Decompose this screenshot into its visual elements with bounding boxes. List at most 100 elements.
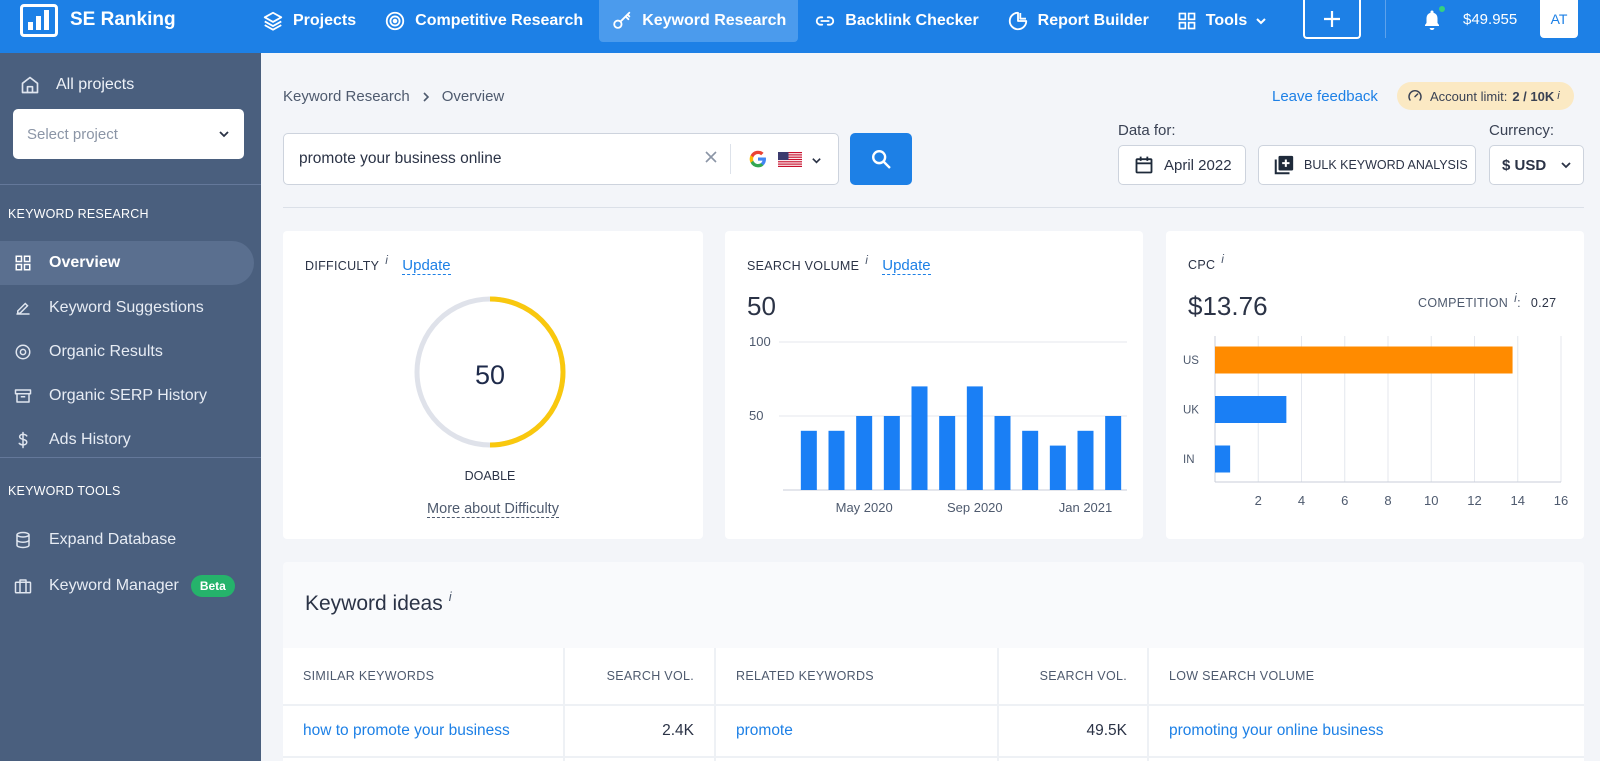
volume-bar[interactable]: [1022, 430, 1039, 490]
search-volume-value: 50: [747, 291, 776, 321]
nav-report-builder[interactable]: Report Builder: [995, 0, 1161, 42]
keyword-link[interactable]: how to promote your business: [283, 706, 563, 758]
volume-bar[interactable]: [800, 430, 817, 490]
all-projects-link[interactable]: All projects: [20, 75, 134, 95]
search-volume-update-link[interactable]: Update: [882, 257, 931, 275]
search-input[interactable]: promote your business online: [299, 150, 502, 167]
category-label: US: [1183, 355, 1199, 367]
info-icon[interactable]: i: [865, 253, 869, 267]
competition-label: COMPETITION: [1418, 296, 1509, 310]
search-volume-title-text: SEARCH VOLUME: [747, 259, 860, 273]
more-about-difficulty-link[interactable]: More about Difficulty: [283, 501, 703, 518]
select-project-placeholder: Select project: [27, 125, 118, 143]
nav-competitive-research-label: Competitive Research: [415, 12, 584, 29]
volume-bar[interactable]: [1077, 430, 1094, 490]
archive-icon: [14, 389, 32, 403]
volume-bar[interactable]: [966, 386, 983, 490]
currency-label: Currency:: [1489, 122, 1555, 139]
sidebar-item-expand-database[interactable]: Expand Database: [0, 518, 254, 562]
topbar-divider: [1385, 0, 1386, 38]
volume-bar[interactable]: [911, 386, 928, 490]
sidebar-item-keyword-suggestions[interactable]: Keyword Suggestions: [0, 286, 254, 330]
leave-feedback-link[interactable]: Leave feedback: [1272, 88, 1378, 105]
nav-backlink-checker-label: Backlink Checker: [845, 12, 979, 29]
date-picker-button[interactable]: April 2022: [1118, 145, 1246, 185]
notification-dot: [1438, 5, 1446, 13]
beta-badge: Beta: [190, 575, 235, 597]
info-icon[interactable]: i: [1514, 291, 1518, 305]
nav-competitive-research[interactable]: Competitive Research: [372, 0, 595, 42]
calendar-icon: [1135, 156, 1153, 174]
keyword-ideas-table: SIMILAR KEYWORDS how to promote your bus…: [283, 648, 1584, 761]
account-limit-info[interactable]: i: [1557, 90, 1560, 102]
bell-icon[interactable]: [1420, 8, 1444, 32]
keyword-link[interactable]: promote: [716, 706, 997, 758]
sidebar-item-organic-results[interactable]: Organic Results: [0, 330, 254, 374]
bulk-keyword-analysis-button[interactable]: BULK KEYWORD ANALYSIS: [1258, 145, 1476, 185]
y-tick-label: 50: [749, 408, 763, 423]
main-divider: [283, 207, 1584, 208]
keyword-search-field[interactable]: promote your business online: [283, 133, 839, 185]
competition-separator: :: [1517, 296, 1521, 310]
difficulty-card: DIFFICULTY i Update 50 DOABLE More about…: [283, 231, 703, 539]
nav-keyword-research[interactable]: Keyword Research: [599, 0, 799, 42]
chevron-down-icon: [1561, 162, 1571, 169]
category-label: IN: [1183, 454, 1195, 466]
sidebar-item-label: Keyword Suggestions: [49, 299, 204, 316]
more-about-difficulty-text[interactable]: More about Difficulty: [427, 501, 559, 518]
breadcrumb-current: Overview: [441, 88, 505, 105]
x-tick-label: 10: [1424, 493, 1438, 508]
grid-icon: [1178, 12, 1196, 30]
sidebar-item-organic-serp-history[interactable]: Organic SERP History: [0, 374, 254, 418]
cpc-bar[interactable]: [1215, 346, 1513, 374]
date-label: April 2022: [1164, 156, 1232, 174]
us-flag-icon[interactable]: [778, 152, 802, 167]
search-volume-cell: 49.5K: [999, 706, 1147, 758]
info-icon[interactable]: i: [1221, 252, 1225, 266]
account-balance[interactable]: $49.955: [1463, 11, 1518, 28]
volume-bar[interactable]: [939, 416, 956, 490]
volume-bar[interactable]: [994, 416, 1011, 490]
close-icon[interactable]: [704, 150, 718, 164]
create-new-button[interactable]: [1303, 0, 1361, 39]
difficulty-update-link[interactable]: Update: [402, 257, 451, 275]
google-icon[interactable]: [748, 149, 768, 169]
sidebar-item-ads-history[interactable]: Ads History: [0, 418, 254, 462]
all-projects-label: All projects: [56, 76, 135, 93]
info-icon[interactable]: i: [385, 253, 389, 267]
volume-bar[interactable]: [1105, 416, 1122, 490]
search-volume-chart: 50 100 May 2020 Sep 2020 Jan 2021: [749, 334, 1127, 515]
competition-indicator: COMPETITION i : 0.27: [1418, 291, 1556, 310]
difficulty-value: 50: [474, 360, 506, 390]
volume-bar[interactable]: [1049, 445, 1066, 490]
sidebar-item-overview[interactable]: Overview: [0, 241, 254, 285]
account-limit-badge[interactable]: Account limit: 2 / 10K i: [1397, 82, 1574, 110]
cpc-by-country-chart: 2 4 6 8 10 12 14 16 US UK IN: [1183, 336, 1568, 508]
volume-bar[interactable]: [828, 430, 845, 490]
sidebar-divider: [0, 457, 261, 458]
cpc-bar[interactable]: [1215, 445, 1231, 473]
logo-bars-icon: [20, 3, 58, 37]
sidebar-section-keyword-research: KEYWORD RESEARCH: [8, 207, 149, 221]
user-avatar[interactable]: AT: [1540, 0, 1578, 38]
pie-chart-icon: [1008, 11, 1027, 31]
chevron-down-icon[interactable]: [811, 155, 822, 166]
brand-logo[interactable]: SE Ranking: [20, 2, 176, 38]
currency-dropdown[interactable]: $ USD: [1489, 145, 1584, 185]
keyword-link[interactable]: promoting your online business: [1149, 706, 1584, 758]
volume-bar[interactable]: [856, 416, 873, 490]
info-icon[interactable]: i: [448, 589, 452, 604]
sidebar-item-keyword-manager[interactable]: Keyword Manager Beta: [0, 564, 254, 608]
nav-tools[interactable]: Tools: [1165, 0, 1279, 42]
difficulty-level: DOABLE: [464, 469, 516, 483]
cpc-title: CPC i: [1188, 252, 1224, 272]
cpc-bar[interactable]: [1215, 396, 1287, 423]
breadcrumb-root[interactable]: Keyword Research: [283, 88, 410, 105]
volume-bar[interactable]: [883, 416, 900, 490]
nav-projects[interactable]: Projects: [250, 0, 368, 42]
difficulty-title: DIFFICULTY i Update: [305, 253, 451, 275]
keyword-ideas-section: Keyword ideas i SIMILAR KEYWORDS how to …: [283, 562, 1584, 761]
search-button[interactable]: [850, 133, 912, 185]
nav-backlink-checker[interactable]: Backlink Checker: [802, 0, 990, 42]
select-project-dropdown[interactable]: Select project: [13, 109, 244, 159]
